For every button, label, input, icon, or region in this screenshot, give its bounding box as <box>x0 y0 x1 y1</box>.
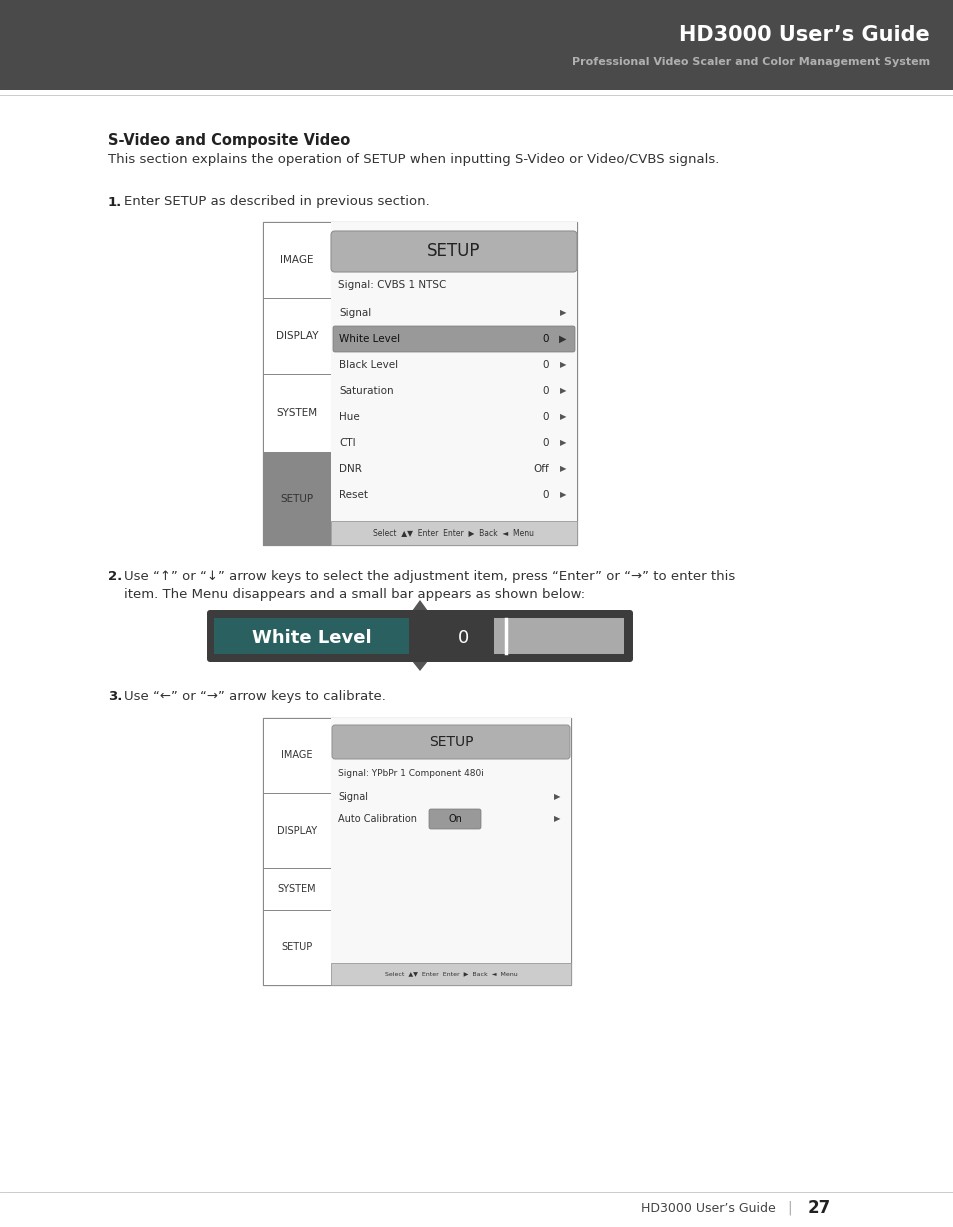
Bar <box>263 718 571 985</box>
Text: SETUP: SETUP <box>428 735 473 748</box>
Text: SYSTEM: SYSTEM <box>277 883 316 894</box>
Text: IMAGE: IMAGE <box>280 255 314 265</box>
Bar <box>263 298 331 374</box>
Text: Signal: Signal <box>338 308 371 318</box>
FancyBboxPatch shape <box>207 610 633 663</box>
Text: ▶: ▶ <box>553 815 559 823</box>
FancyBboxPatch shape <box>332 725 569 760</box>
Bar <box>263 222 577 545</box>
Bar <box>263 374 331 452</box>
Polygon shape <box>412 600 428 611</box>
Text: Off: Off <box>533 464 548 474</box>
Bar <box>263 452 331 545</box>
Text: Select  ▲▼  Enter  Enter  ▶  Back  ◄  Menu: Select ▲▼ Enter Enter ▶ Back ◄ Menu <box>384 972 517 977</box>
Text: 2.: 2. <box>108 571 122 583</box>
Text: 0: 0 <box>457 629 469 647</box>
Text: 0: 0 <box>542 360 548 371</box>
Text: 3.: 3. <box>108 690 122 703</box>
Text: Saturation: Saturation <box>338 387 394 396</box>
Text: 0: 0 <box>542 334 548 344</box>
Text: ▶: ▶ <box>559 465 566 474</box>
Text: Hue: Hue <box>338 412 359 422</box>
Bar <box>263 222 331 298</box>
Text: Reset: Reset <box>338 490 368 499</box>
Bar <box>0 0 953 90</box>
Text: On: On <box>448 814 461 825</box>
Text: SETUP: SETUP <box>280 493 314 503</box>
Bar <box>494 618 623 654</box>
Bar <box>263 867 331 910</box>
Text: Use “↑” or “↓” arrow keys to select the adjustment item, press “Enter” or “→” to: Use “↑” or “↓” arrow keys to select the … <box>124 571 735 583</box>
Text: CTI: CTI <box>338 438 355 448</box>
Bar <box>263 910 331 985</box>
Text: ▶: ▶ <box>559 361 566 369</box>
Bar <box>213 618 409 654</box>
Polygon shape <box>412 661 428 671</box>
Text: DNR: DNR <box>338 464 361 474</box>
Text: 0: 0 <box>542 438 548 448</box>
FancyBboxPatch shape <box>429 809 480 829</box>
Text: SYSTEM: SYSTEM <box>276 409 317 418</box>
Bar <box>263 793 331 867</box>
Text: DISPLAY: DISPLAY <box>276 826 316 836</box>
Text: White Level: White Level <box>252 629 371 647</box>
Text: 0: 0 <box>542 490 548 499</box>
Text: Select  ▲▼  Enter  Enter  ▶  Back  ◄  Menu: Select ▲▼ Enter Enter ▶ Back ◄ Menu <box>374 529 534 537</box>
Text: Signal: CVBS 1 NTSC: Signal: CVBS 1 NTSC <box>337 280 446 290</box>
Text: Signal: YPbPr 1 Component 480i: Signal: YPbPr 1 Component 480i <box>337 768 483 778</box>
Text: S-Video and Composite Video: S-Video and Composite Video <box>108 133 350 147</box>
Text: Auto Calibration: Auto Calibration <box>337 814 416 825</box>
Text: item. The Menu disappears and a small bar appears as shown below:: item. The Menu disappears and a small ba… <box>124 588 584 601</box>
Text: 1.: 1. <box>108 195 122 209</box>
Text: |: | <box>787 1201 792 1215</box>
Text: ▶: ▶ <box>559 412 566 422</box>
Text: SETUP: SETUP <box>281 942 313 952</box>
Text: ▶: ▶ <box>558 334 566 344</box>
Text: ▶: ▶ <box>559 308 566 318</box>
Text: Use “←” or “→” arrow keys to calibrate.: Use “←” or “→” arrow keys to calibrate. <box>124 690 385 703</box>
Text: This section explains the operation of SETUP when inputting S-Video or Video/CVB: This section explains the operation of S… <box>108 153 719 167</box>
Text: IMAGE: IMAGE <box>281 751 313 761</box>
Bar <box>331 521 577 545</box>
Text: SETUP: SETUP <box>427 242 480 260</box>
Bar <box>331 222 577 545</box>
Text: Enter SETUP as described in previous section.: Enter SETUP as described in previous sec… <box>124 195 429 209</box>
Bar <box>263 718 331 793</box>
Text: HD3000 User’s Guide: HD3000 User’s Guide <box>640 1201 775 1215</box>
Text: 27: 27 <box>807 1199 830 1217</box>
Bar <box>331 718 571 985</box>
Text: ▶: ▶ <box>559 438 566 448</box>
Text: Professional Video Scaler and Color Management System: Professional Video Scaler and Color Mana… <box>571 56 929 67</box>
Text: Signal: Signal <box>337 791 368 802</box>
Text: ▶: ▶ <box>559 491 566 499</box>
Text: DISPLAY: DISPLAY <box>275 331 318 341</box>
Text: White Level: White Level <box>338 334 399 344</box>
Text: ▶: ▶ <box>553 793 559 801</box>
Text: 0: 0 <box>542 412 548 422</box>
Text: Black Level: Black Level <box>338 360 397 371</box>
Text: ▶: ▶ <box>559 387 566 395</box>
Bar <box>331 963 571 985</box>
Text: HD3000 User’s Guide: HD3000 User’s Guide <box>679 25 929 45</box>
FancyBboxPatch shape <box>331 231 577 272</box>
Text: 0: 0 <box>542 387 548 396</box>
FancyBboxPatch shape <box>333 326 575 352</box>
